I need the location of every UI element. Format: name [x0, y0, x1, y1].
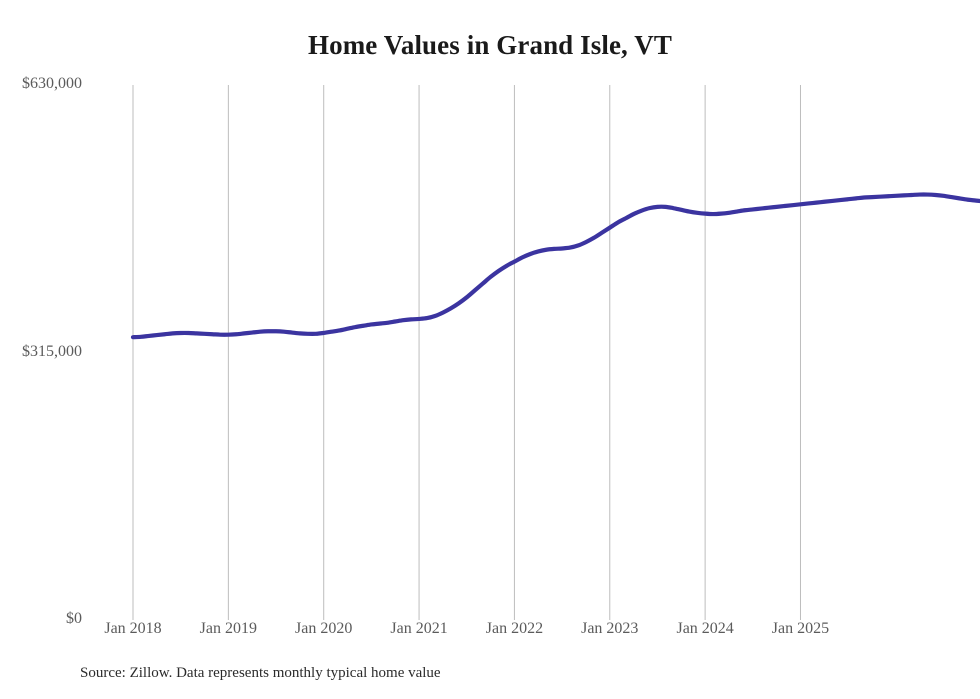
x-axis-tick-label: Jan 2022: [485, 620, 544, 637]
x-axis-tick-label: Jan 2019: [199, 620, 258, 637]
gridlines-group: [132, 85, 801, 620]
x-axis-tick-label: Jan 2018: [104, 620, 162, 637]
x-axis-tick-label: Jan 2023: [581, 620, 639, 637]
y-axis-tick-label: $315,000: [22, 342, 82, 360]
x-axis-tick-label: Jan 2025: [771, 620, 830, 637]
y-axis-tick-label: $0: [66, 610, 82, 627]
chart-title: Home Values in Grand Isle, VT: [308, 30, 672, 60]
x-axis-tick-label: Jan 2024: [676, 620, 734, 637]
x-axis-tick-label: Jan 2021: [390, 620, 448, 637]
source-note: Source: Zillow. Data represents monthly …: [80, 665, 441, 681]
y-axis-tick-label: $630,000: [22, 75, 82, 92]
x-axis-tick-label: Jan 2020: [295, 620, 353, 637]
data-line-group: [130, 192, 980, 340]
data-line: [130, 192, 980, 340]
